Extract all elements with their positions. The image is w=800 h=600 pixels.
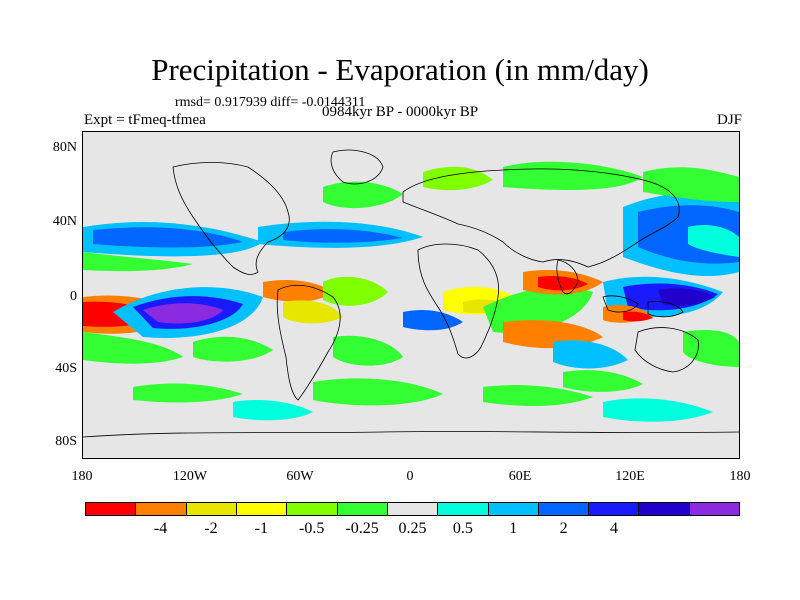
- lon-label-180e: 180: [729, 469, 751, 484]
- colorbar-tick-label: 0.25: [398, 520, 427, 537]
- map-plot: [82, 131, 740, 459]
- lat-label-40s: 40S: [55, 361, 77, 376]
- colorbar-tick-label: 4: [610, 520, 619, 537]
- colorbar-tick-label: -2: [204, 520, 218, 537]
- colorbar-segment: [488, 503, 539, 515]
- colorbar-segment: [236, 503, 288, 515]
- colorbar-segment: [689, 503, 740, 515]
- lat-label-80s: 80S: [55, 434, 77, 449]
- lon-label-60w: 60W: [286, 469, 314, 484]
- experiment-label: Expt = tFmeq-tfmea: [84, 112, 206, 128]
- season-label: DJF: [716, 112, 742, 128]
- lat-label-0: 0: [70, 289, 77, 304]
- map-field: [83, 132, 739, 458]
- colorbar-tick-label: -1: [254, 520, 268, 537]
- lon-label-120e: 120E: [615, 469, 645, 484]
- colorbar-tick-label: -0.25: [345, 520, 379, 537]
- colorbar-tick-label: -0.5: [299, 520, 325, 537]
- lon-label-0: 0: [406, 469, 414, 484]
- colorbar-segment: [387, 503, 439, 515]
- colorbar-segment: [538, 503, 590, 515]
- colorbar-segment: [287, 503, 338, 515]
- colorbar-segment: [438, 503, 489, 515]
- colorbar-segment: [136, 503, 187, 515]
- lon-label-60e: 60E: [508, 469, 532, 484]
- colorbar-segment: [639, 503, 690, 515]
- colorbar-segment: [337, 503, 388, 515]
- colorbar-tick-label: 1: [509, 520, 518, 537]
- period-text: 0984kyr BP - 0000kyr BP: [322, 104, 479, 120]
- lon-label-180w: 180: [71, 469, 93, 484]
- stats-text: rmsd= 0.917939 diff= -0.0144311: [175, 95, 366, 110]
- colorbar-segment: [186, 503, 237, 515]
- colorbar-tick-label: 0.5: [452, 520, 473, 537]
- colorbar-segment: [86, 503, 137, 515]
- colorbar-segment: [589, 503, 640, 515]
- chart-title: Precipitation - Evaporation (in mm/day): [151, 52, 649, 87]
- colorbar-tick-label: 2: [559, 520, 568, 537]
- lon-label-120w: 120W: [172, 469, 208, 484]
- lat-label-40n: 40N: [52, 214, 77, 229]
- colorbar-tick-label: -4: [153, 520, 168, 537]
- lat-label-80n: 80N: [52, 140, 77, 155]
- colorbar: [85, 502, 740, 516]
